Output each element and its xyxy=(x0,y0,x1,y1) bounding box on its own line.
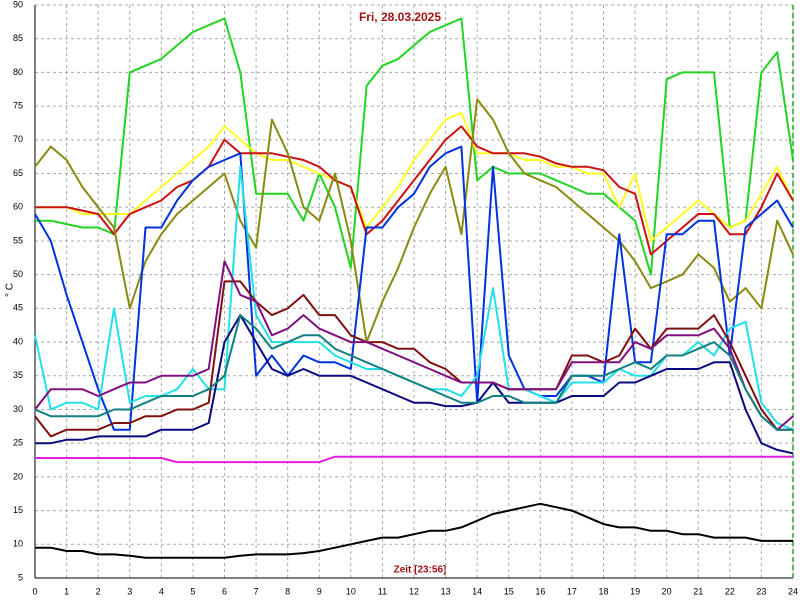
x-tick-label: 4 xyxy=(159,586,164,596)
x-tick-label: 20 xyxy=(662,586,672,596)
x-tick-label: 0 xyxy=(32,586,37,596)
x-tick-label: 6 xyxy=(222,586,227,596)
y-tick-label: 50 xyxy=(13,269,23,279)
y-tick-label: 70 xyxy=(13,134,23,144)
y-tick-label: 10 xyxy=(13,539,23,549)
series-line xyxy=(35,502,793,559)
x-axis-label: Zeit [23:56] xyxy=(394,565,447,576)
series-line xyxy=(34,260,794,431)
y-tick-label: 40 xyxy=(13,336,23,346)
x-tick-label: 3 xyxy=(127,586,132,596)
series-line xyxy=(34,314,793,431)
x-tick-label: 13 xyxy=(441,586,451,596)
x-tick-label: 21 xyxy=(693,586,703,596)
y-tick-label: 55 xyxy=(13,235,23,245)
series-line xyxy=(35,111,794,242)
x-tick-label: 15 xyxy=(504,586,514,596)
x-tick-label: 14 xyxy=(472,586,482,596)
x-tick-label: 17 xyxy=(567,586,577,596)
x-tick-label: 7 xyxy=(254,586,259,596)
x-tick-label: 5 xyxy=(190,586,195,596)
y-tick-label: 30 xyxy=(13,404,23,414)
x-tick-label: 1 xyxy=(64,586,69,596)
x-tick-label: 16 xyxy=(535,586,545,596)
series-line xyxy=(34,98,794,344)
y-tick-label: 80 xyxy=(13,67,23,77)
x-tick-label: 12 xyxy=(409,586,419,596)
y-tick-label: 20 xyxy=(13,471,23,481)
series-line xyxy=(35,17,794,276)
y-tick-label: 15 xyxy=(13,505,23,515)
series-line xyxy=(34,280,793,438)
x-tick-label: 10 xyxy=(346,586,356,596)
series-line xyxy=(35,314,794,455)
y-tick-label: 25 xyxy=(13,438,23,448)
x-tick-label: 2 xyxy=(96,586,101,596)
y-tick-label: 45 xyxy=(13,303,23,313)
x-tick-label: 8 xyxy=(285,586,290,596)
x-tick-label: 9 xyxy=(317,586,322,596)
x-tick-label: 19 xyxy=(630,586,640,596)
x-tick-label: 23 xyxy=(756,586,766,596)
x-tick-label: 24 xyxy=(788,586,798,596)
series-line xyxy=(35,455,793,464)
chart-title: Fri, 28.03.2025 xyxy=(359,10,441,24)
y-tick-label: 65 xyxy=(13,168,23,178)
x-tick-label: 11 xyxy=(378,586,387,596)
y-tick-label: 5 xyxy=(18,572,23,582)
y-tick-label: 60 xyxy=(13,202,23,212)
y-tick-label: 90 xyxy=(13,0,23,9)
x-tick-label: 18 xyxy=(598,586,608,596)
y-tick-label: 85 xyxy=(13,33,23,43)
series-line xyxy=(34,145,794,431)
y-tick-label: 35 xyxy=(13,370,23,380)
y-axis-label: ° C xyxy=(5,283,16,297)
y-tick-label: 75 xyxy=(13,100,23,110)
x-tick-label: 22 xyxy=(725,586,735,596)
